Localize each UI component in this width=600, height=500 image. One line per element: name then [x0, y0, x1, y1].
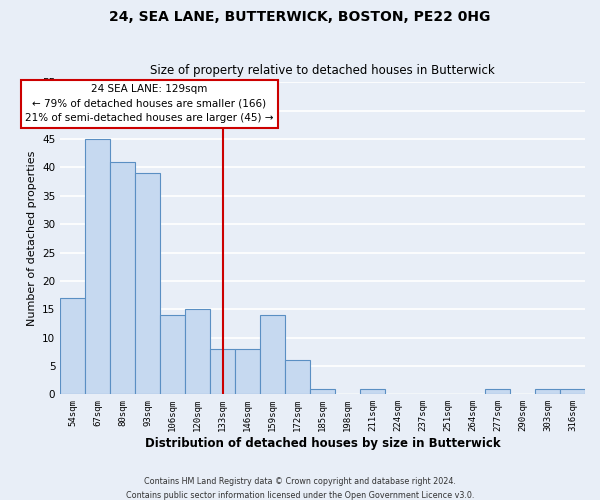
Y-axis label: Number of detached properties: Number of detached properties	[26, 150, 37, 326]
Text: 24, SEA LANE, BUTTERWICK, BOSTON, PE22 0HG: 24, SEA LANE, BUTTERWICK, BOSTON, PE22 0…	[109, 10, 491, 24]
Bar	[360, 388, 385, 394]
Text: 24 SEA LANE: 129sqm
← 79% of detached houses are smaller (166)
21% of semi-detac: 24 SEA LANE: 129sqm ← 79% of detached ho…	[25, 84, 274, 124]
Bar	[210, 349, 235, 395]
Text: Contains HM Land Registry data © Crown copyright and database right 2024.
Contai: Contains HM Land Registry data © Crown c…	[126, 478, 474, 500]
Bar	[560, 388, 585, 394]
Bar	[85, 139, 110, 394]
Bar	[235, 349, 260, 395]
Bar	[485, 388, 510, 394]
Bar	[160, 315, 185, 394]
Bar	[60, 298, 85, 394]
Bar	[135, 173, 160, 394]
Bar	[285, 360, 310, 394]
Bar	[260, 315, 285, 394]
Bar	[535, 388, 560, 394]
Title: Size of property relative to detached houses in Butterwick: Size of property relative to detached ho…	[150, 64, 495, 77]
Bar	[185, 309, 210, 394]
X-axis label: Distribution of detached houses by size in Butterwick: Distribution of detached houses by size …	[145, 437, 500, 450]
Bar	[310, 388, 335, 394]
Bar	[110, 162, 135, 394]
